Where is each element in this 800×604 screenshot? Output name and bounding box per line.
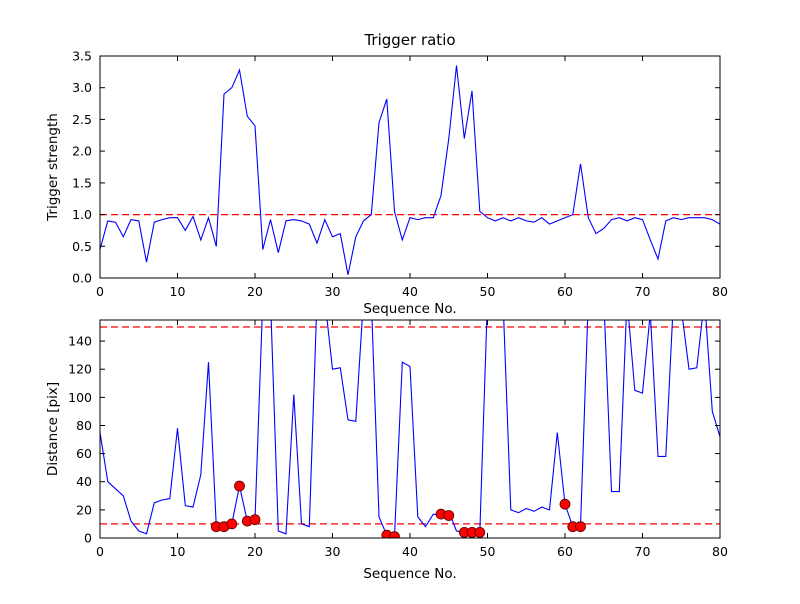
y-tick-label: 1.0: [72, 207, 92, 222]
x-tick-label: 60: [557, 284, 573, 299]
x-tick-label: 70: [635, 284, 651, 299]
x-tick-label: 40: [402, 544, 418, 559]
y-tick-label: 1.5: [72, 175, 92, 190]
data-line: [100, 65, 720, 275]
axes-frame: [99, 55, 721, 279]
y-tick-label: 0: [84, 531, 92, 546]
top-yaxis-label: Trigger strength: [45, 113, 61, 222]
y-tick-label: 60: [76, 446, 92, 461]
trigger-marker: [234, 480, 245, 492]
x-tick-label: 30: [325, 544, 341, 559]
trigger-marker: [249, 514, 261, 526]
x-tick-label: 10: [170, 284, 186, 299]
y-tick-label: 2.0: [72, 144, 92, 159]
x-tick-label: 30: [325, 284, 341, 299]
x-tick-label: 70: [635, 544, 651, 559]
top-plot: 0 10 20 30 40 50 60 70 80 0.0 0.5 1.0 1.5 2.0 2.5 3.0 3.…: [72, 49, 728, 300]
x-tick-label: 50: [480, 544, 496, 559]
data-line: [100, 320, 720, 538]
x-tick-label: 20: [247, 284, 263, 299]
x-tick-label: 60: [557, 544, 573, 559]
x-tick-label: 50: [480, 284, 496, 299]
x-tick-label: 40: [402, 284, 418, 299]
plot-area: [100, 320, 720, 538]
x-tick-label: 10: [170, 544, 186, 559]
bottom-plot: 0 10 20 30 40 50 60 70 80 0 20 40 60 80 100 120 140: [68, 319, 728, 559]
y-tick-label: 120: [68, 362, 92, 377]
y-tick-label: 80: [76, 418, 92, 433]
y-tick-label: 3.5: [72, 49, 92, 64]
chart-title: Trigger ratio: [363, 31, 455, 49]
y-tick-label: 20: [76, 502, 92, 517]
trigger-marker: [226, 518, 238, 530]
y-tick-label: 40: [76, 474, 92, 489]
y-tick-label: 140: [68, 334, 92, 349]
y-tick-label: 100: [68, 390, 92, 405]
trigger-marker: [559, 498, 571, 510]
plot-area: [100, 65, 720, 275]
trigger-marker: [474, 527, 486, 538]
y-tick-label: 0.0: [72, 271, 92, 286]
trigger-marker: [443, 510, 455, 521]
bottom-xaxis-label: Sequence No.: [363, 566, 456, 582]
y-tick-label: 0.5: [72, 239, 92, 254]
x-tick-label: 0: [96, 544, 104, 559]
top-xaxis-label: Sequence No.: [363, 301, 456, 317]
x-tick-label: 0: [96, 284, 104, 299]
x-tick-label: 20: [247, 544, 263, 559]
x-tick-label: 80: [712, 544, 728, 559]
y-tick-label: 2.5: [72, 112, 92, 127]
x-tick-label: 80: [712, 284, 728, 299]
y-tick-label: 3.0: [72, 80, 92, 95]
trigger-marker: [575, 521, 586, 533]
trigger-marker: [389, 531, 400, 538]
bottom-yaxis-label: Distance [pix]: [45, 382, 61, 476]
